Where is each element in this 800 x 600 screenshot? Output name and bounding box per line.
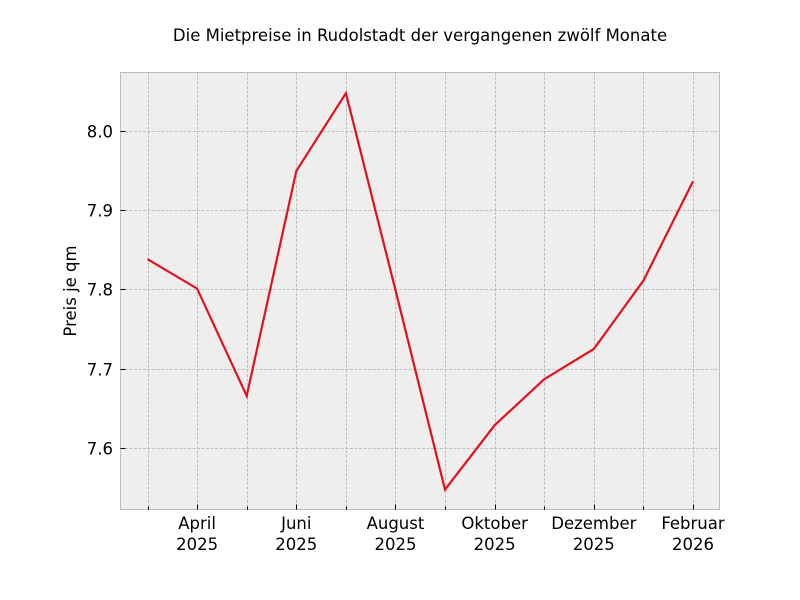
x-tick-label-year: 2025 bbox=[573, 535, 615, 554]
x-tick-label-year: 2025 bbox=[374, 535, 416, 554]
x-tick-label-year: 2025 bbox=[176, 535, 218, 554]
plot-area bbox=[120, 72, 720, 510]
x-tick-label-month: Dezember bbox=[551, 514, 636, 533]
x-tick-label-month: August bbox=[367, 514, 425, 533]
x-tick-label-month: Juni bbox=[280, 514, 311, 533]
x-tick-label-year: 2025 bbox=[275, 535, 317, 554]
chart-title: Die Mietpreise in Rudolstadt der vergang… bbox=[172, 26, 668, 45]
x-tick-label-month: Februar bbox=[661, 514, 725, 533]
x-axis: April 2025 Juni 2025 August 2025 Oktober 2025 De… bbox=[148, 504, 725, 554]
x-tick-label-year: 2026 bbox=[672, 535, 714, 554]
y-axis: 7.6 7.7 7.8 7.9 8.0 bbox=[87, 123, 126, 459]
y-tick-label: 7.9 bbox=[87, 202, 113, 221]
y-axis-label: Preis je qm bbox=[61, 245, 80, 336]
y-tick-label: 8.0 bbox=[87, 123, 113, 142]
x-tick-label-month: Oktober bbox=[461, 514, 528, 533]
x-tick-label-year: 2025 bbox=[474, 535, 516, 554]
y-tick-label: 7.7 bbox=[87, 361, 113, 380]
y-tick-label: 7.6 bbox=[87, 440, 113, 459]
x-tick-label-month: April bbox=[178, 514, 216, 533]
price-line bbox=[146, 90, 694, 493]
y-tick-label: 7.8 bbox=[87, 281, 113, 300]
